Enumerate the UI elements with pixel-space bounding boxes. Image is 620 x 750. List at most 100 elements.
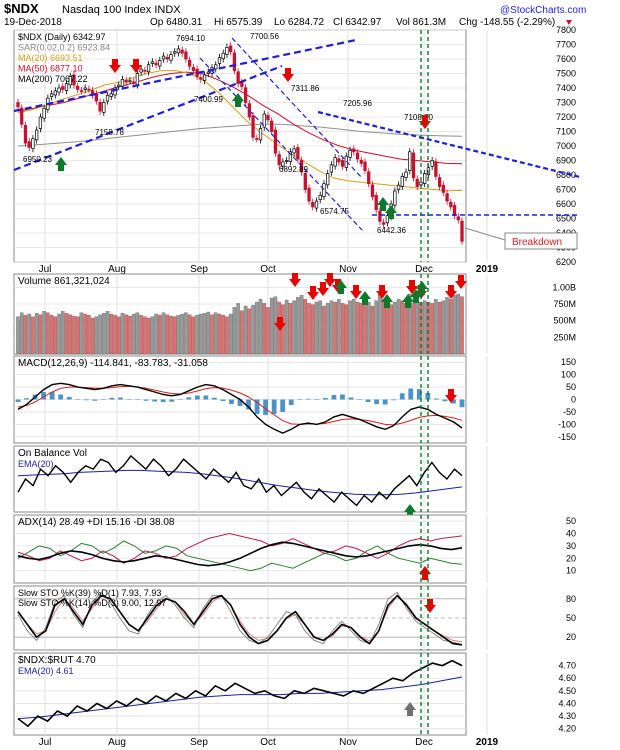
- candle-body: [217, 57, 222, 64]
- ratio-panel-title: $NDX:$RUT 4.70: [18, 655, 96, 666]
- down-triangle-icon: [566, 20, 572, 25]
- volume-label: Vol 861.3M: [396, 17, 446, 28]
- stochastic-tick-label: 80: [566, 594, 576, 604]
- bottom-x-tick-label: Nov: [339, 737, 357, 748]
- volume-bar: [49, 315, 54, 355]
- candle-body: [27, 141, 31, 148]
- volume-tick-label: 1.00B: [552, 282, 576, 292]
- buy-arrow-icon: [385, 205, 397, 219]
- price-annotation: 7700.56: [250, 32, 279, 41]
- volume-bar: [243, 305, 248, 355]
- ratio-tick-label: 4.70: [558, 661, 576, 671]
- candle-body: [393, 190, 397, 206]
- volume-bar: [393, 301, 397, 355]
- volume-bar: [292, 300, 296, 355]
- adx-tick-label: 30: [566, 541, 576, 551]
- volume-bar: [269, 297, 274, 355]
- candle-body: [270, 120, 274, 132]
- sell-arrow-icon: [130, 59, 142, 73]
- candle-body: [102, 102, 106, 113]
- volume-bar: [352, 299, 356, 355]
- candle-body: [132, 81, 136, 85]
- candle-body: [173, 51, 177, 54]
- price-tick-label: 6600: [556, 199, 576, 209]
- candle-body: [396, 184, 401, 190]
- candle-body: [449, 201, 453, 208]
- ratio-tick-label: 4.40: [558, 698, 576, 708]
- macd-histogram-bar: [24, 398, 29, 400]
- sell-arrow-icon: [424, 599, 436, 613]
- price-annotation: 6442.36: [377, 226, 406, 235]
- macd-histogram-bar: [75, 399, 81, 400]
- candle-body: [61, 86, 65, 90]
- candle-body: [72, 74, 76, 86]
- candle-body: [456, 216, 460, 221]
- candle-body: [206, 71, 210, 74]
- macd-histogram-bar: [451, 399, 456, 404]
- price-tick-label: 7100: [556, 127, 576, 137]
- candle-body: [202, 74, 207, 81]
- ratio-line: [17, 659, 463, 728]
- volume-bar: [322, 305, 326, 355]
- macd-histogram-bar: [143, 399, 149, 401]
- volume-bar: [165, 314, 169, 355]
- price-annotation: 7311.86: [291, 84, 320, 93]
- volume-bar: [232, 307, 237, 355]
- volume-bar: [296, 297, 300, 355]
- volume-bar: [68, 314, 72, 355]
- bottom-x-tick-label: 2019: [476, 737, 499, 748]
- volume-bar: [307, 303, 311, 355]
- candle-body: [53, 90, 57, 96]
- volume-bar: [247, 308, 252, 355]
- volume-bar: [109, 313, 114, 355]
- macd-histogram-bar: [382, 399, 388, 405]
- volume-bar: [314, 301, 319, 355]
- open-label: Op 6480.31: [150, 17, 203, 28]
- volume-bar: [191, 316, 196, 355]
- macd-histogram-bar: [186, 397, 192, 400]
- candle-body: [124, 80, 128, 83]
- stochastic-title-2: Slow STO %K(14) %D(3) 9.00, 12.97: [18, 598, 166, 608]
- volume-bar: [53, 316, 58, 355]
- sell-arrow-icon: [455, 275, 467, 289]
- candle-body: [135, 73, 140, 86]
- volume-bar: [169, 315, 173, 355]
- price-tick-label: 7700: [556, 40, 576, 50]
- volume-bar: [105, 311, 110, 355]
- stochastic-d-line: [17, 594, 463, 643]
- candle-body: [38, 116, 43, 129]
- sell-arrow-icon: [419, 115, 431, 129]
- ratio-tick-label: 4.20: [558, 724, 576, 734]
- volume-bar: [187, 314, 192, 355]
- index-name-label: Nasdaq 100 Index INDX: [62, 4, 181, 16]
- macd-histogram-bar: [66, 397, 72, 400]
- macd-histogram-bar: [135, 399, 140, 400]
- volume-bar: [46, 312, 50, 355]
- candle-body: [284, 160, 289, 162]
- volume-tick-label: 750M: [553, 299, 576, 309]
- volume-bar: [75, 316, 80, 355]
- volume-bar: [146, 317, 151, 355]
- macd-tick-label: -50: [563, 407, 576, 417]
- macd-histogram-bar: [211, 397, 217, 400]
- candle-body: [370, 184, 375, 198]
- volume-bar: [284, 299, 289, 355]
- adx-line: [17, 541, 463, 567]
- volume-bar: [266, 307, 270, 355]
- candle-body: [23, 125, 28, 144]
- volume-bar: [34, 313, 39, 355]
- volume-bar: [79, 312, 84, 355]
- macd-tick-label: -150: [558, 432, 576, 442]
- breakdown-callout-pointer: [464, 227, 506, 241]
- volume-bar: [441, 300, 446, 355]
- volume-bar: [27, 313, 31, 355]
- volume-bar: [262, 303, 267, 355]
- volume-bar: [385, 303, 390, 355]
- sell-arrow-icon: [350, 285, 362, 299]
- volume-bar: [195, 315, 199, 355]
- ratio-ema-line: [17, 676, 463, 720]
- macd-histogram-bar: [263, 399, 269, 415]
- adx-panel: [13, 514, 467, 584]
- candle-body: [225, 47, 229, 55]
- price-annotation: 6950.23: [23, 155, 52, 164]
